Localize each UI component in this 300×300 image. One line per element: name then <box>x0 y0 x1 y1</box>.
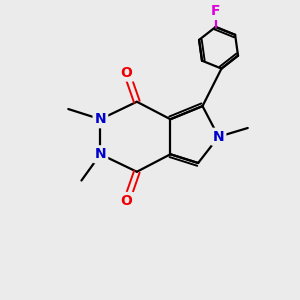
Text: N: N <box>94 147 106 161</box>
Text: O: O <box>121 194 133 208</box>
Text: N: N <box>213 130 224 144</box>
Text: F: F <box>211 4 220 18</box>
Text: O: O <box>121 66 133 80</box>
Text: N: N <box>94 112 106 126</box>
